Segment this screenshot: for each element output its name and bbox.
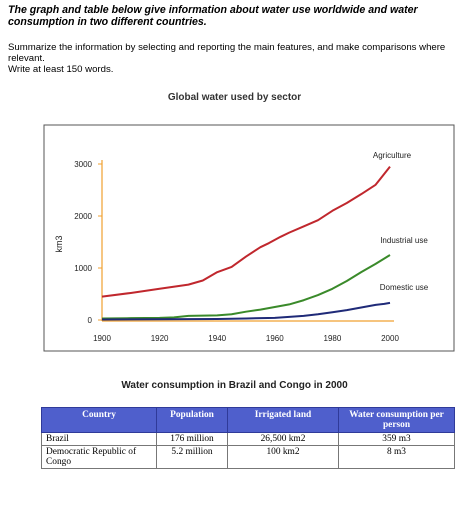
series-line-domestic-use	[101, 301, 391, 321]
series-line-industrial-use	[101, 254, 391, 320]
cell-population: 176 million	[156, 432, 228, 446]
x-tick-label: 1920	[151, 334, 169, 343]
series-label: Agriculture	[373, 151, 412, 160]
instruction-summarize: Summarize the information by selecting a…	[8, 42, 446, 64]
table-row: Democratic Republic of Congo 5.2 million…	[41, 445, 455, 469]
cell-country: Democratic Republic of Congo	[41, 445, 157, 469]
header-population: Population	[156, 407, 228, 433]
cell-water-consumption: 359 m3	[338, 432, 455, 446]
header-irrigated-land: Irrigated land	[227, 407, 339, 433]
y-tick-label: 0	[88, 316, 93, 325]
water-use-chart: 0 1000 2000 3000 1900 1920 1940 1960 1980 2000 km3…	[43, 124, 455, 352]
task-title: The graph and table below give informati…	[8, 4, 418, 28]
cell-population: 5.2 million	[156, 445, 228, 469]
x-tick-label: 2000	[381, 334, 399, 343]
y-tick-label: 3000	[74, 160, 92, 169]
water-consumption-table: Country Population Irrigated land Water …	[41, 407, 455, 469]
series-label: Industrial use	[380, 236, 428, 245]
y-tick-label: 2000	[74, 212, 92, 221]
table-title: Water consumption in Brazil and Congo in…	[121, 380, 348, 391]
cell-water-consumption: 8 m3	[338, 445, 455, 469]
table-header-row: Country Population Irrigated land Water …	[41, 407, 455, 433]
header-water-consumption: Water consumption per person	[338, 407, 455, 433]
task-instructions: Summarize the information by selecting a…	[8, 42, 463, 75]
series-line-agriculture	[101, 165, 391, 298]
table-row: Brazil 176 million 26,500 km2 359 m3	[41, 432, 455, 446]
header-country: Country	[41, 407, 157, 433]
cell-irrigated-land: 26,500 km2	[227, 432, 339, 446]
chart-frame	[43, 124, 455, 352]
series-label: Domestic use	[380, 283, 429, 292]
y-axis-label: km3	[54, 235, 64, 252]
x-tick-label: 1940	[208, 334, 226, 343]
cell-country: Brazil	[41, 432, 157, 446]
chart-title: Global water used by sector	[167, 92, 302, 103]
instruction-word-count: Write at least 150 words.	[8, 64, 114, 75]
x-tick-label: 1960	[266, 334, 284, 343]
x-tick-label: 1980	[324, 334, 342, 343]
x-tick-label: 1900	[93, 334, 111, 343]
cell-irrigated-land: 100 km2	[227, 445, 339, 469]
y-tick-label: 1000	[74, 264, 92, 273]
